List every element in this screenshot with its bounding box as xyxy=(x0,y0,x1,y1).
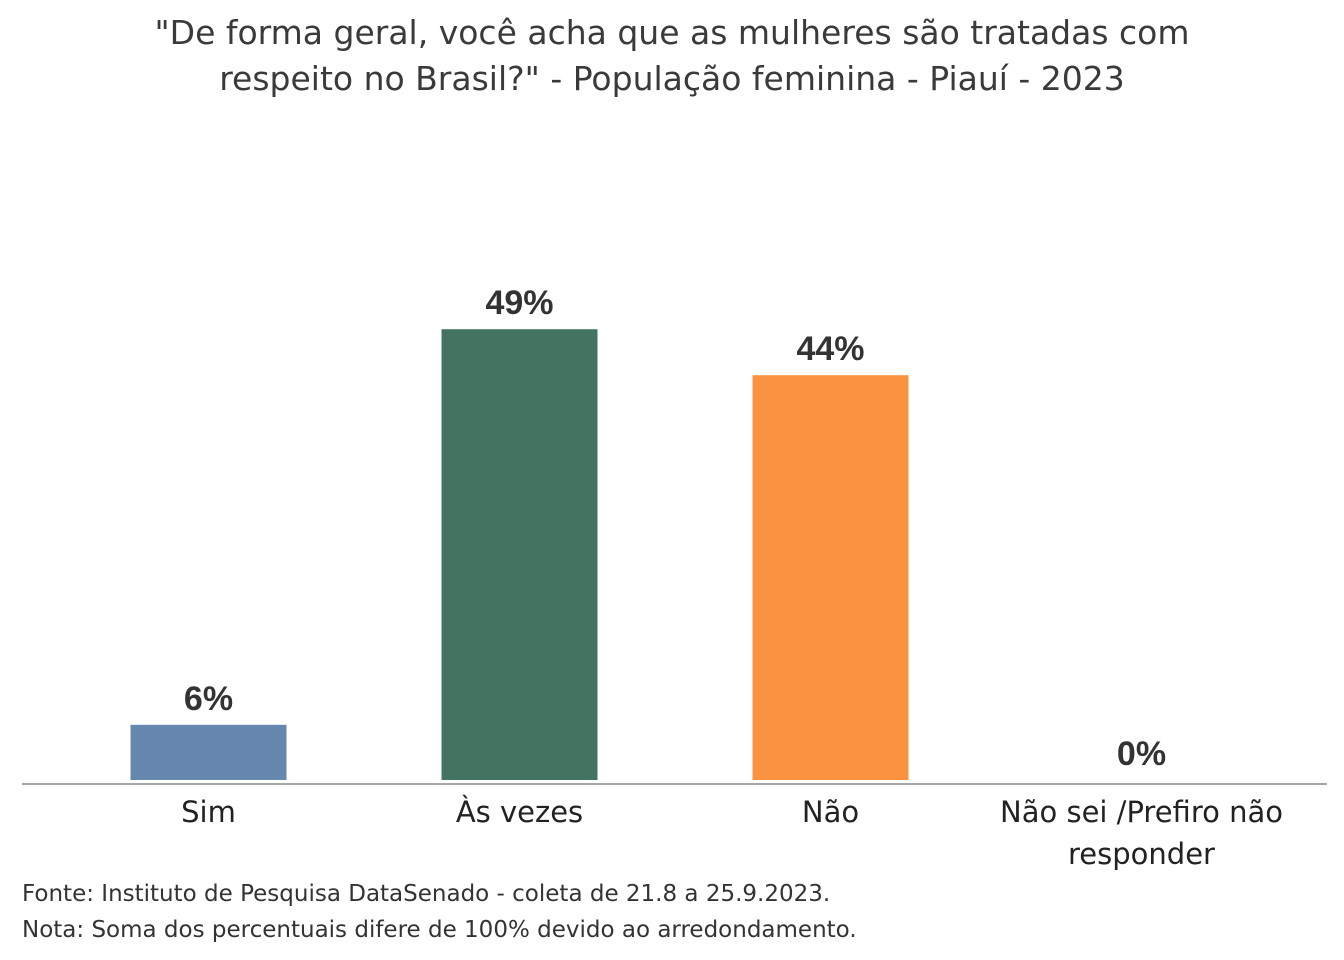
category-label-3-line-0: Não sei /Prefiro não xyxy=(1000,795,1283,829)
value-label-3: 0% xyxy=(1117,735,1166,773)
bar-2 xyxy=(752,375,909,780)
value-labels-group: 6% 49% 44% 0% xyxy=(184,284,1166,773)
value-label-2: 44% xyxy=(796,330,864,368)
bar-1 xyxy=(441,329,598,780)
footnotes: Fonte: Instituto de Pesquisa DataSenado … xyxy=(22,876,857,948)
category-labels-group: Sim Às vezes Não Não sei /Prefiro não respon… xyxy=(181,795,1283,871)
bars-group xyxy=(130,329,909,780)
category-label-2: Não xyxy=(802,795,859,829)
value-label-1: 49% xyxy=(485,284,553,322)
rounding-note: Nota: Soma dos percentuais difere de 100… xyxy=(22,917,857,943)
chart-title: "De forma geral, você acha que as mulher… xyxy=(0,10,1344,102)
category-label-3-line-1: responder xyxy=(1068,837,1215,871)
value-label-0: 6% xyxy=(184,680,233,718)
chart-title-line-1: "De forma geral, você acha que as mulher… xyxy=(154,13,1190,52)
category-label-0: Sim xyxy=(181,795,236,829)
source-note: Fonte: Instituto de Pesquisa DataSenado … xyxy=(22,881,831,907)
bar-0 xyxy=(130,724,287,780)
chart-title-line-2: respeito no Brasil?" - População feminin… xyxy=(219,59,1125,98)
category-label-1: Às vezes xyxy=(456,795,583,829)
